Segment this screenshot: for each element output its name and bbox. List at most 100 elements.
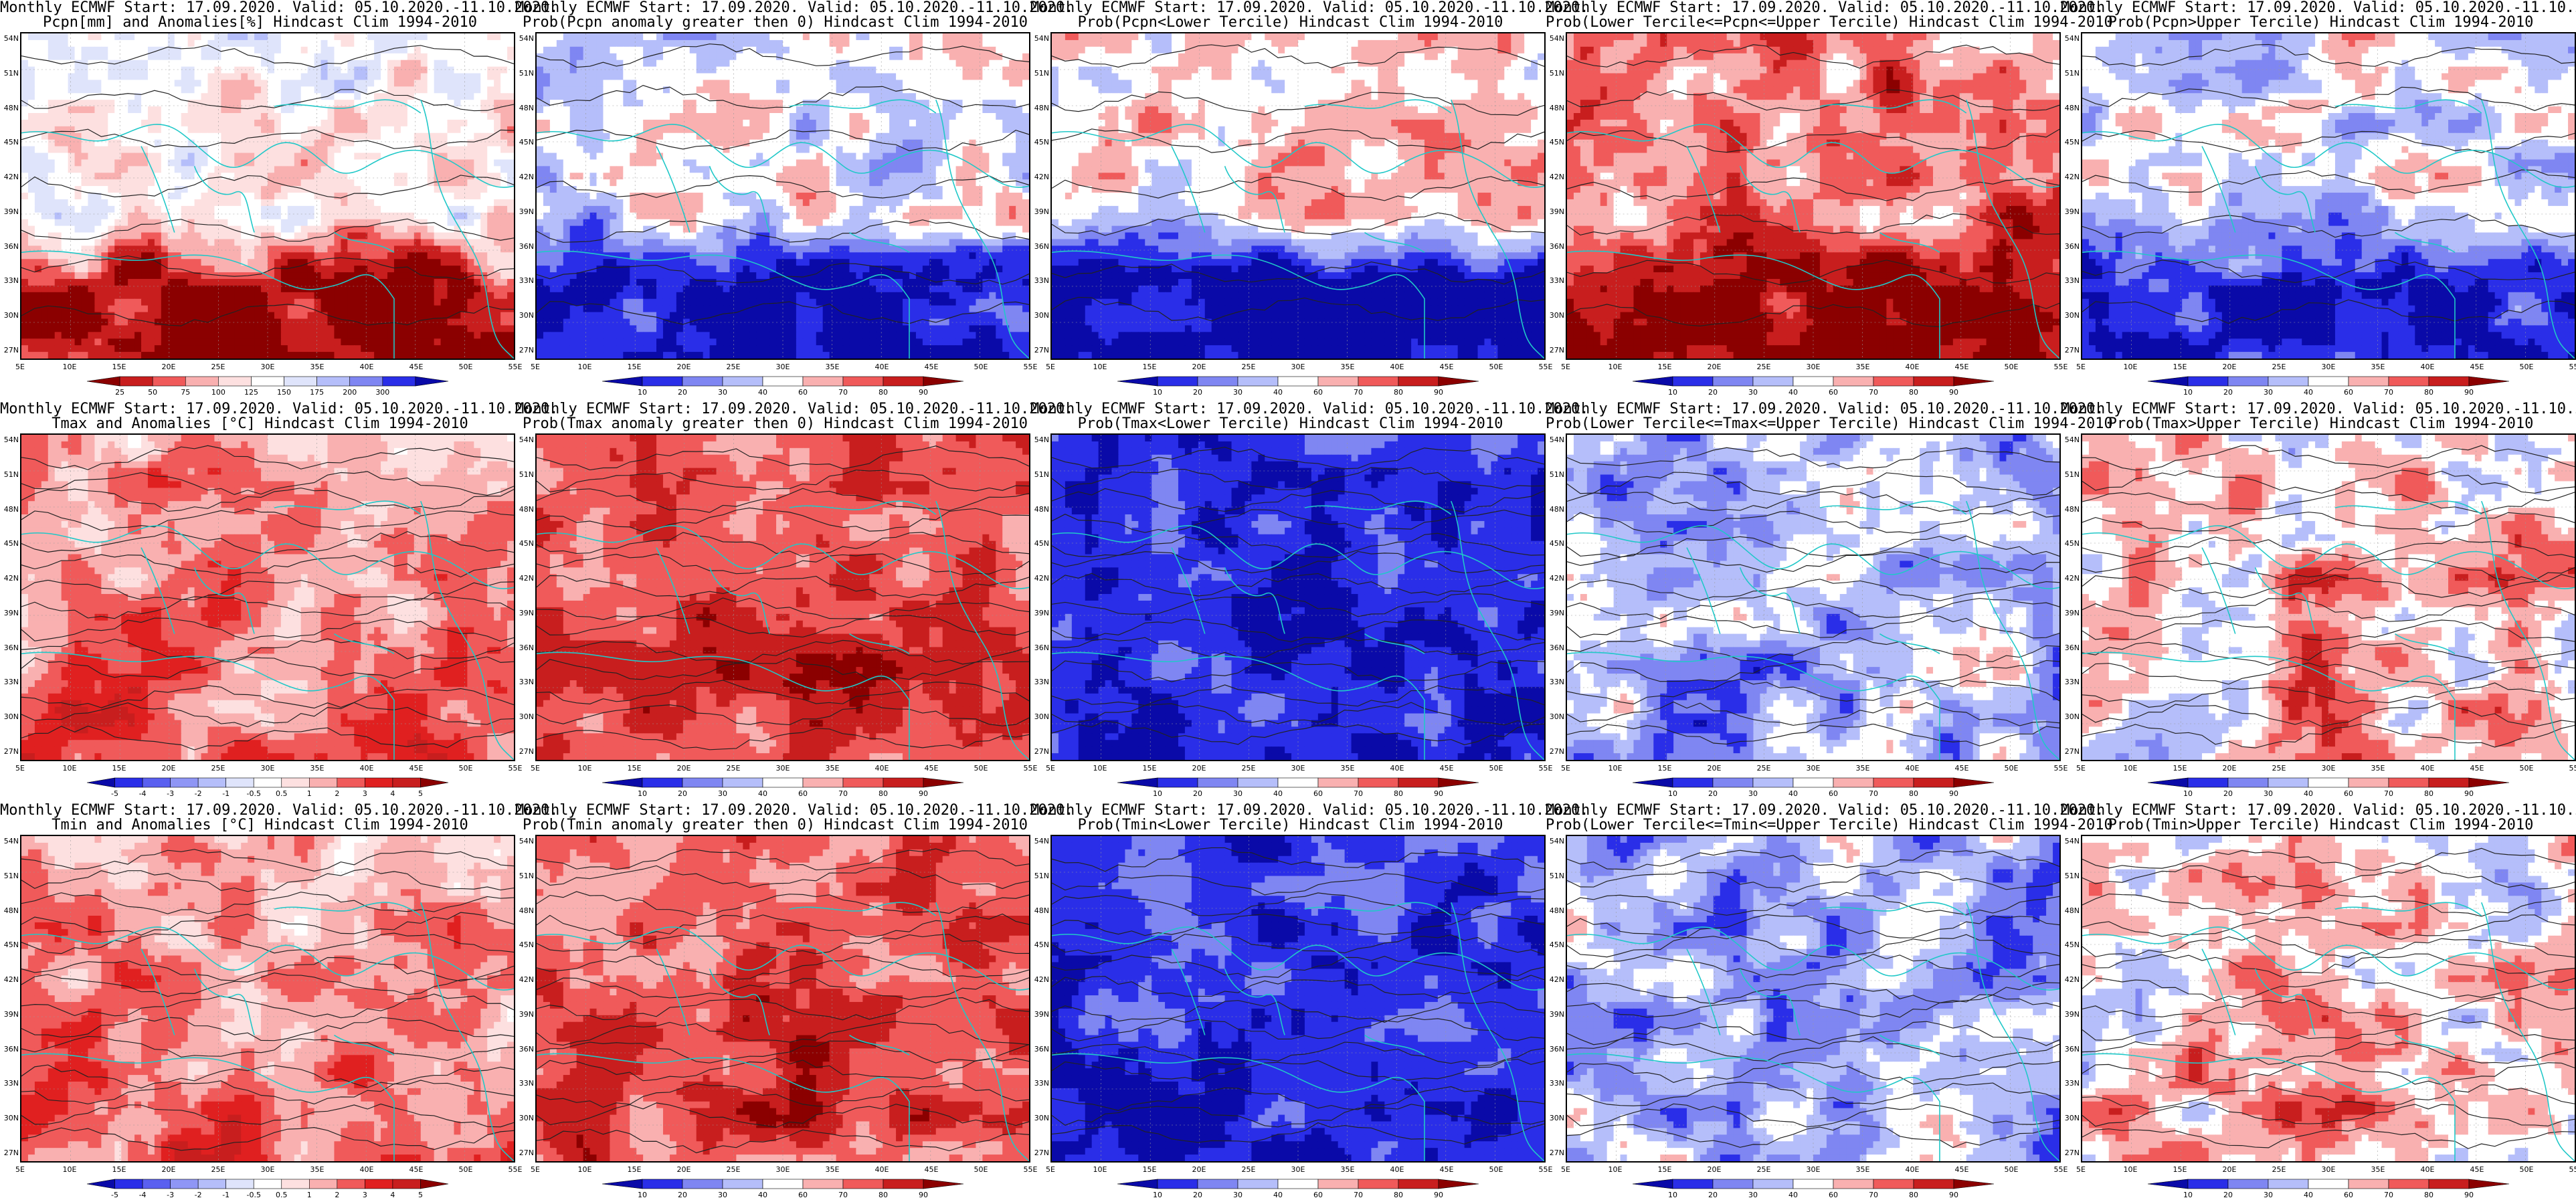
longitude-label: 30E xyxy=(2322,764,2336,773)
latitude-label: 30N xyxy=(1547,312,1564,320)
colorbar-swatch xyxy=(349,376,383,387)
longitude-label: 25E xyxy=(2272,764,2286,773)
latitude-label: 48N xyxy=(1032,906,1049,915)
latitude-label: 33N xyxy=(1032,1080,1049,1088)
longitude-label: 10E xyxy=(63,764,77,773)
colorbar-swatch xyxy=(2388,777,2429,788)
colorbar-swatch xyxy=(1833,376,1874,387)
colorbar-ticks: 10 20 30 40 60 70 80 90 xyxy=(2148,789,2509,799)
longitude-label: 15E xyxy=(112,764,126,773)
colorbar-swatch xyxy=(2388,1179,2429,1189)
colorbar-swatch xyxy=(1157,376,1198,387)
forecast-field xyxy=(21,33,514,359)
latitude-label: 30N xyxy=(1547,1114,1564,1122)
colorbar-ticks: 10 20 30 40 60 70 80 90 xyxy=(2148,1191,2509,1200)
graticule xyxy=(537,435,1029,760)
map-panel-tmin-prob-gt0: Monthly ECMWF Start: 17.09.2020. Valid: … xyxy=(515,803,1073,1204)
colorbar-tick-label: 30 xyxy=(718,388,727,397)
latitude-label: 30N xyxy=(517,1114,534,1122)
colorbar-swatch xyxy=(1752,777,1794,788)
colorbar-swatch xyxy=(309,1179,338,1189)
map-area xyxy=(2081,32,2576,360)
colorbar-tick-label: 30 xyxy=(2264,388,2273,397)
map-area xyxy=(1050,32,1546,360)
colorbar-swatch xyxy=(225,1179,254,1189)
colorbar-swatch xyxy=(1913,376,1954,387)
colorbar-swatch xyxy=(883,376,924,387)
longitude-label: 20E xyxy=(162,1165,176,1174)
longitude-label: 5E xyxy=(1046,363,1055,371)
colorbar-tick-label: 70 xyxy=(1354,388,1363,397)
longitude-label: 35E xyxy=(2371,363,2385,371)
colorbar-tick-label: 125 xyxy=(244,388,258,397)
latitude-label: 51N xyxy=(1547,470,1564,479)
map-area xyxy=(1050,433,1546,761)
panel-title-line2: Prob(Tmax<Lower Tercile) Hindcast Clim 1… xyxy=(1030,416,1550,431)
colorbar-swatch xyxy=(2187,777,2229,788)
panel-title-line2: Prob(Tmin>Upper Tercile) Hindcast Clim 1… xyxy=(2061,817,2576,833)
longitude-label: 45E xyxy=(409,1165,424,1174)
longitude-label: 20E xyxy=(1708,1165,1722,1174)
colorbar-swatch xyxy=(1712,1179,1754,1189)
map-panel-pcpn-anom: Monthly ECMWF Start: 17.09.2020. Valid: … xyxy=(0,0,558,401)
colorbar-ticks: 10 20 30 40 60 70 80 90 xyxy=(1633,1191,1994,1200)
colorbar-tick-label: 10 xyxy=(638,1191,647,1199)
latitude-label: 48N xyxy=(1547,906,1564,915)
longitude-label: 40E xyxy=(1906,1165,1920,1174)
colorbar-tick-label: 150 xyxy=(277,388,291,397)
longitude-label: 50E xyxy=(974,363,988,371)
latitude-label: 54N xyxy=(2062,35,2080,43)
longitude-label: 5E xyxy=(1046,1165,1055,1174)
colorbar-tick-label: -0.5 xyxy=(246,789,260,798)
longitude-label: 55E xyxy=(2054,363,2068,371)
latitude-label: 36N xyxy=(1,643,19,652)
longitude-label: 40E xyxy=(1390,1165,1404,1174)
longitude-label: 15E xyxy=(1658,1165,1672,1174)
longitude-label: 45E xyxy=(925,363,939,371)
longitude-label: 5E xyxy=(531,363,540,371)
colorbar-tick-label: 80 xyxy=(1909,1191,1918,1199)
longitude-label: 45E xyxy=(2470,363,2484,371)
colorbar-swatch xyxy=(1157,1179,1198,1189)
longitude-label: 5E xyxy=(1561,1165,1570,1174)
colorbar-swatch xyxy=(1358,376,1399,387)
longitude-label: 55E xyxy=(1024,764,1038,773)
colorbar-swatch xyxy=(2308,376,2349,387)
longitude-label: 35E xyxy=(2371,1165,2385,1174)
longitude-label: 15E xyxy=(628,764,642,773)
coastlines xyxy=(21,902,514,1161)
colorbar-tick-label: 60 xyxy=(2344,789,2353,798)
colorbar-swatch xyxy=(1712,376,1754,387)
colorbar-swatch xyxy=(842,376,884,387)
longitude-label: 5E xyxy=(15,1165,25,1174)
latitude-label: 27N xyxy=(2062,1149,2080,1157)
latitude-label: 27N xyxy=(1,748,19,756)
panel-title-line2: Prob(Lower Tercile<=Tmax<=Upper Tercile)… xyxy=(1546,416,2113,431)
latitude-label: 42N xyxy=(517,173,534,181)
latitude-label: 48N xyxy=(1032,104,1049,112)
colorbar-swatch xyxy=(883,1179,924,1189)
colorbar-swatch xyxy=(1237,777,1279,788)
latitude-label: 36N xyxy=(517,1045,534,1054)
colorbar-ticks: 10 20 30 40 60 70 80 90 xyxy=(602,388,963,397)
colorbar-tick-label: 60 xyxy=(1313,789,1323,798)
latitude-label: 30N xyxy=(517,312,534,320)
longitude-label: 45E xyxy=(1955,764,1969,773)
colorbar-swatch xyxy=(1792,376,1834,387)
latitude-label: 51N xyxy=(2062,872,2080,880)
colorbar-tick-label: 80 xyxy=(1394,388,1403,397)
contour-lines xyxy=(1052,44,1544,322)
colorbar-tick-label: 40 xyxy=(2304,1191,2313,1199)
colorbar-swatch xyxy=(420,777,449,788)
colorbar-swatch xyxy=(281,777,310,788)
longitude-label: 35E xyxy=(310,363,325,371)
colorbar-swatch xyxy=(682,777,723,788)
latitude-label: 45N xyxy=(1032,138,1049,146)
colorbar-tick-label: 10 xyxy=(638,789,647,798)
coastlines xyxy=(1052,902,1544,1161)
longitude-label: 35E xyxy=(826,1165,840,1174)
longitude-label: 55E xyxy=(2569,764,2576,773)
longitude-label: 15E xyxy=(628,1165,642,1174)
latitude-label: 48N xyxy=(1,906,19,915)
latitude-label: 48N xyxy=(2062,906,2080,915)
